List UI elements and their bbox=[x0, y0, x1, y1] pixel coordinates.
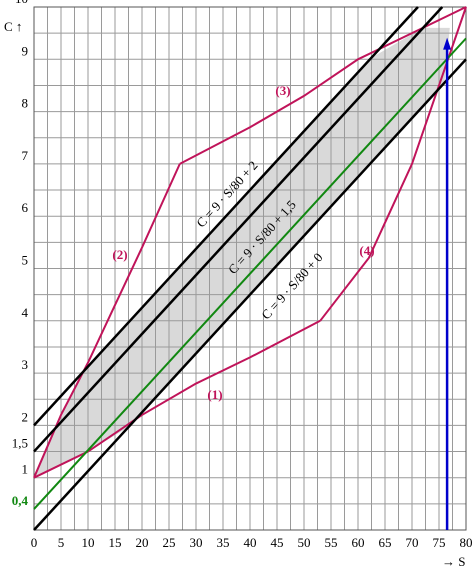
series-line bbox=[33, 319, 321, 479]
x-tick-label: 10 bbox=[82, 535, 95, 550]
x-tick-label: 55 bbox=[325, 535, 338, 550]
y-axis-label: C ↑ bbox=[4, 19, 22, 34]
x-tick-label: 35 bbox=[217, 535, 230, 550]
x-tick-label: 75 bbox=[433, 535, 446, 550]
x-tick-label: 20 bbox=[136, 535, 149, 550]
y-tick-label: 2 bbox=[22, 409, 29, 424]
x-tick-label: 0 bbox=[31, 535, 38, 550]
series-line bbox=[33, 37, 467, 510]
x-tick-label: 25 bbox=[163, 535, 176, 550]
y-tick-label: 1 bbox=[22, 462, 29, 477]
series-label: (1) bbox=[207, 387, 222, 402]
x-tick-label: 65 bbox=[379, 535, 392, 550]
series-line bbox=[33, 58, 467, 531]
y-tick-label: 6 bbox=[22, 200, 29, 215]
series-label: (3) bbox=[275, 83, 290, 98]
x-axis-label: → S bbox=[442, 554, 465, 569]
x-tick-label: 15 bbox=[109, 535, 122, 550]
y-tick-label: 3 bbox=[22, 357, 29, 372]
plot-frame bbox=[33, 6, 467, 531]
y-tick-label: 7 bbox=[22, 148, 29, 163]
x-tick-label: 70 bbox=[406, 535, 419, 550]
x-tick-label: 60 bbox=[352, 535, 365, 550]
shaded-region bbox=[34, 27, 450, 478]
series-label: (2) bbox=[112, 247, 127, 262]
series-label: (4) bbox=[359, 243, 374, 258]
x-tick-label: 80 bbox=[460, 535, 473, 550]
x-tick-label: 40 bbox=[244, 535, 257, 550]
x-tick-label: 30 bbox=[190, 535, 203, 550]
x-tick-label: 5 bbox=[58, 535, 65, 550]
y-tick-label: 4 bbox=[22, 305, 29, 320]
y-tick-label: 1,5 bbox=[12, 436, 28, 451]
y-tick-label: 9 bbox=[22, 43, 29, 58]
intercept-label: 0,4 bbox=[12, 493, 29, 508]
y-tick-label: 5 bbox=[22, 252, 29, 267]
y-tick-label: 10 bbox=[15, 0, 28, 6]
series-line bbox=[33, 6, 419, 427]
series-line bbox=[33, 6, 444, 453]
marker-arrowhead bbox=[443, 37, 452, 50]
x-tick-label: 45 bbox=[271, 535, 284, 550]
y-tick-label: 8 bbox=[22, 96, 29, 111]
x-tick-label: 50 bbox=[298, 535, 311, 550]
